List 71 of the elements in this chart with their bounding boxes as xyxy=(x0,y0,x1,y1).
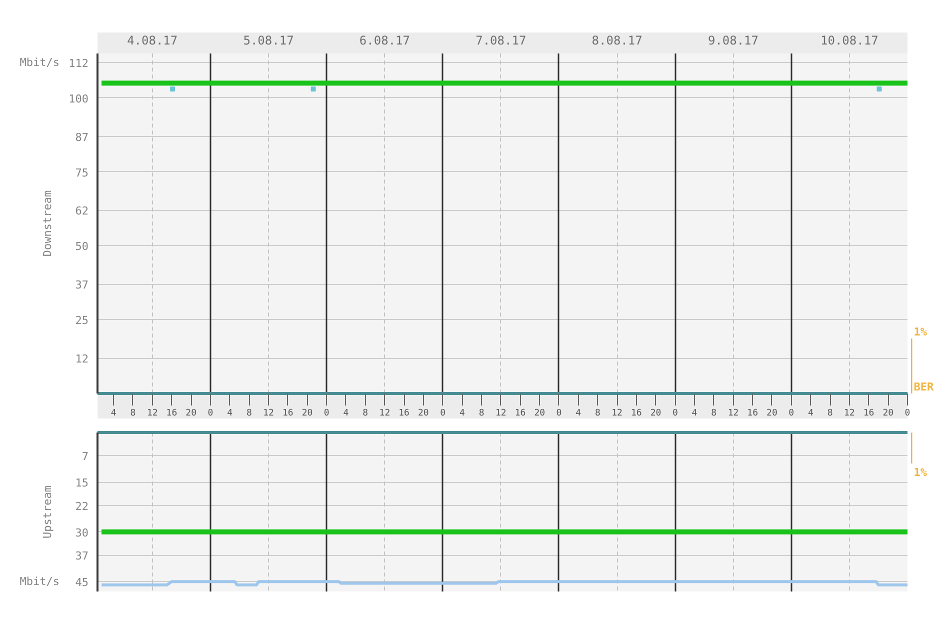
x-tick-label: 0 xyxy=(324,408,330,418)
x-tick-label: 4 xyxy=(459,408,465,418)
x-tick-label: 20 xyxy=(882,408,894,418)
text: Mbit/s xyxy=(20,575,60,588)
x-tick-label: 8 xyxy=(594,408,600,418)
x-tick-label: 16 xyxy=(747,408,758,418)
y-tick-label: 62 xyxy=(75,204,89,218)
y-tick-label: 7 xyxy=(82,450,88,464)
x-tick-label: 12 xyxy=(146,408,158,418)
x-tick-label: 12 xyxy=(612,408,622,418)
x-tick-label: 4 xyxy=(808,408,814,418)
x-tick-label: 8 xyxy=(827,408,833,418)
x-tick-label: 0 xyxy=(788,408,794,418)
y-tick-label: 37 xyxy=(75,550,89,563)
x-tick-label: 0 xyxy=(208,408,214,418)
x2-tick-label: 6.08.17 xyxy=(359,34,410,48)
x-tick-label: 16 xyxy=(398,408,410,418)
x-tick-label: 8 xyxy=(711,408,717,418)
x-tick-label: 20 xyxy=(650,408,662,418)
x-tick-label: 8 xyxy=(478,408,484,418)
x2-tick-label: 4.08.17 xyxy=(127,34,178,48)
x-tick-label: 8 xyxy=(362,408,368,418)
y-tick-label: 25 xyxy=(75,314,89,328)
x-tick-label: 4 xyxy=(110,408,116,418)
y-tick-label: 45 xyxy=(75,576,89,590)
y-tick-label: 50 xyxy=(75,240,89,254)
text: 1% xyxy=(914,325,928,338)
x-tick-label: 20 xyxy=(766,408,778,418)
x2-tick-label: 9.08.17 xyxy=(708,34,759,48)
y-tick-label: 30 xyxy=(75,526,89,540)
text: Mbit/s xyxy=(20,56,60,69)
y-tick-label: 12 xyxy=(75,352,89,366)
x-tick-label: 0 xyxy=(440,408,446,418)
y-tick-label: 87 xyxy=(75,130,89,144)
x-tick-label: 4 xyxy=(692,408,698,418)
x-tick-label: 4 xyxy=(227,408,233,418)
y-tick-label: 100 xyxy=(68,92,89,106)
x-tick-label: 12 xyxy=(728,408,739,418)
y-tick-label: 112 xyxy=(68,56,89,70)
x-tick-label: 4 xyxy=(343,408,349,418)
y-tick-label: 22 xyxy=(75,500,89,513)
y-tick-label: 37 xyxy=(75,278,89,292)
y-tick-label: 75 xyxy=(75,166,89,180)
x-tick-label: 0 xyxy=(556,408,562,418)
x-tick-label: 20 xyxy=(186,408,197,418)
x-tick-label: 16 xyxy=(514,408,526,418)
x-tick-label: 16 xyxy=(166,408,178,418)
x2-tick-label: 7.08.17 xyxy=(476,34,526,48)
x-tick-label: 0 xyxy=(904,408,910,418)
y-axis-title: Downstream xyxy=(41,190,54,257)
x-tick-label: 12 xyxy=(263,408,274,418)
x-tick-label: 8 xyxy=(130,408,136,418)
x-tick-label: 0 xyxy=(672,408,678,418)
x2-tick-label: 10.08.17 xyxy=(820,34,878,48)
x-tick-label: 16 xyxy=(631,408,642,418)
x-tick-label: 12 xyxy=(379,408,390,418)
x-tick-label: 16 xyxy=(282,408,294,418)
x-tick-label: 12 xyxy=(495,408,506,418)
x-tick-label: 20 xyxy=(302,408,313,418)
text: BER xyxy=(914,380,934,394)
x-tick-label: 20 xyxy=(534,408,546,418)
x-tick-label: 8 xyxy=(246,408,252,418)
x-tick-label: 16 xyxy=(863,408,874,418)
x-tick-label: 4 xyxy=(576,408,582,418)
x2-tick-label: 8.08.17 xyxy=(592,34,642,48)
y-tick-label: 15 xyxy=(75,476,89,490)
y-axis-title: Upstream xyxy=(41,485,54,538)
x2-tick-label: 5.08.17 xyxy=(243,34,294,48)
x-tick-label: 20 xyxy=(418,408,429,418)
text: 1% xyxy=(914,466,928,479)
x-tick-label: 12 xyxy=(844,408,855,418)
